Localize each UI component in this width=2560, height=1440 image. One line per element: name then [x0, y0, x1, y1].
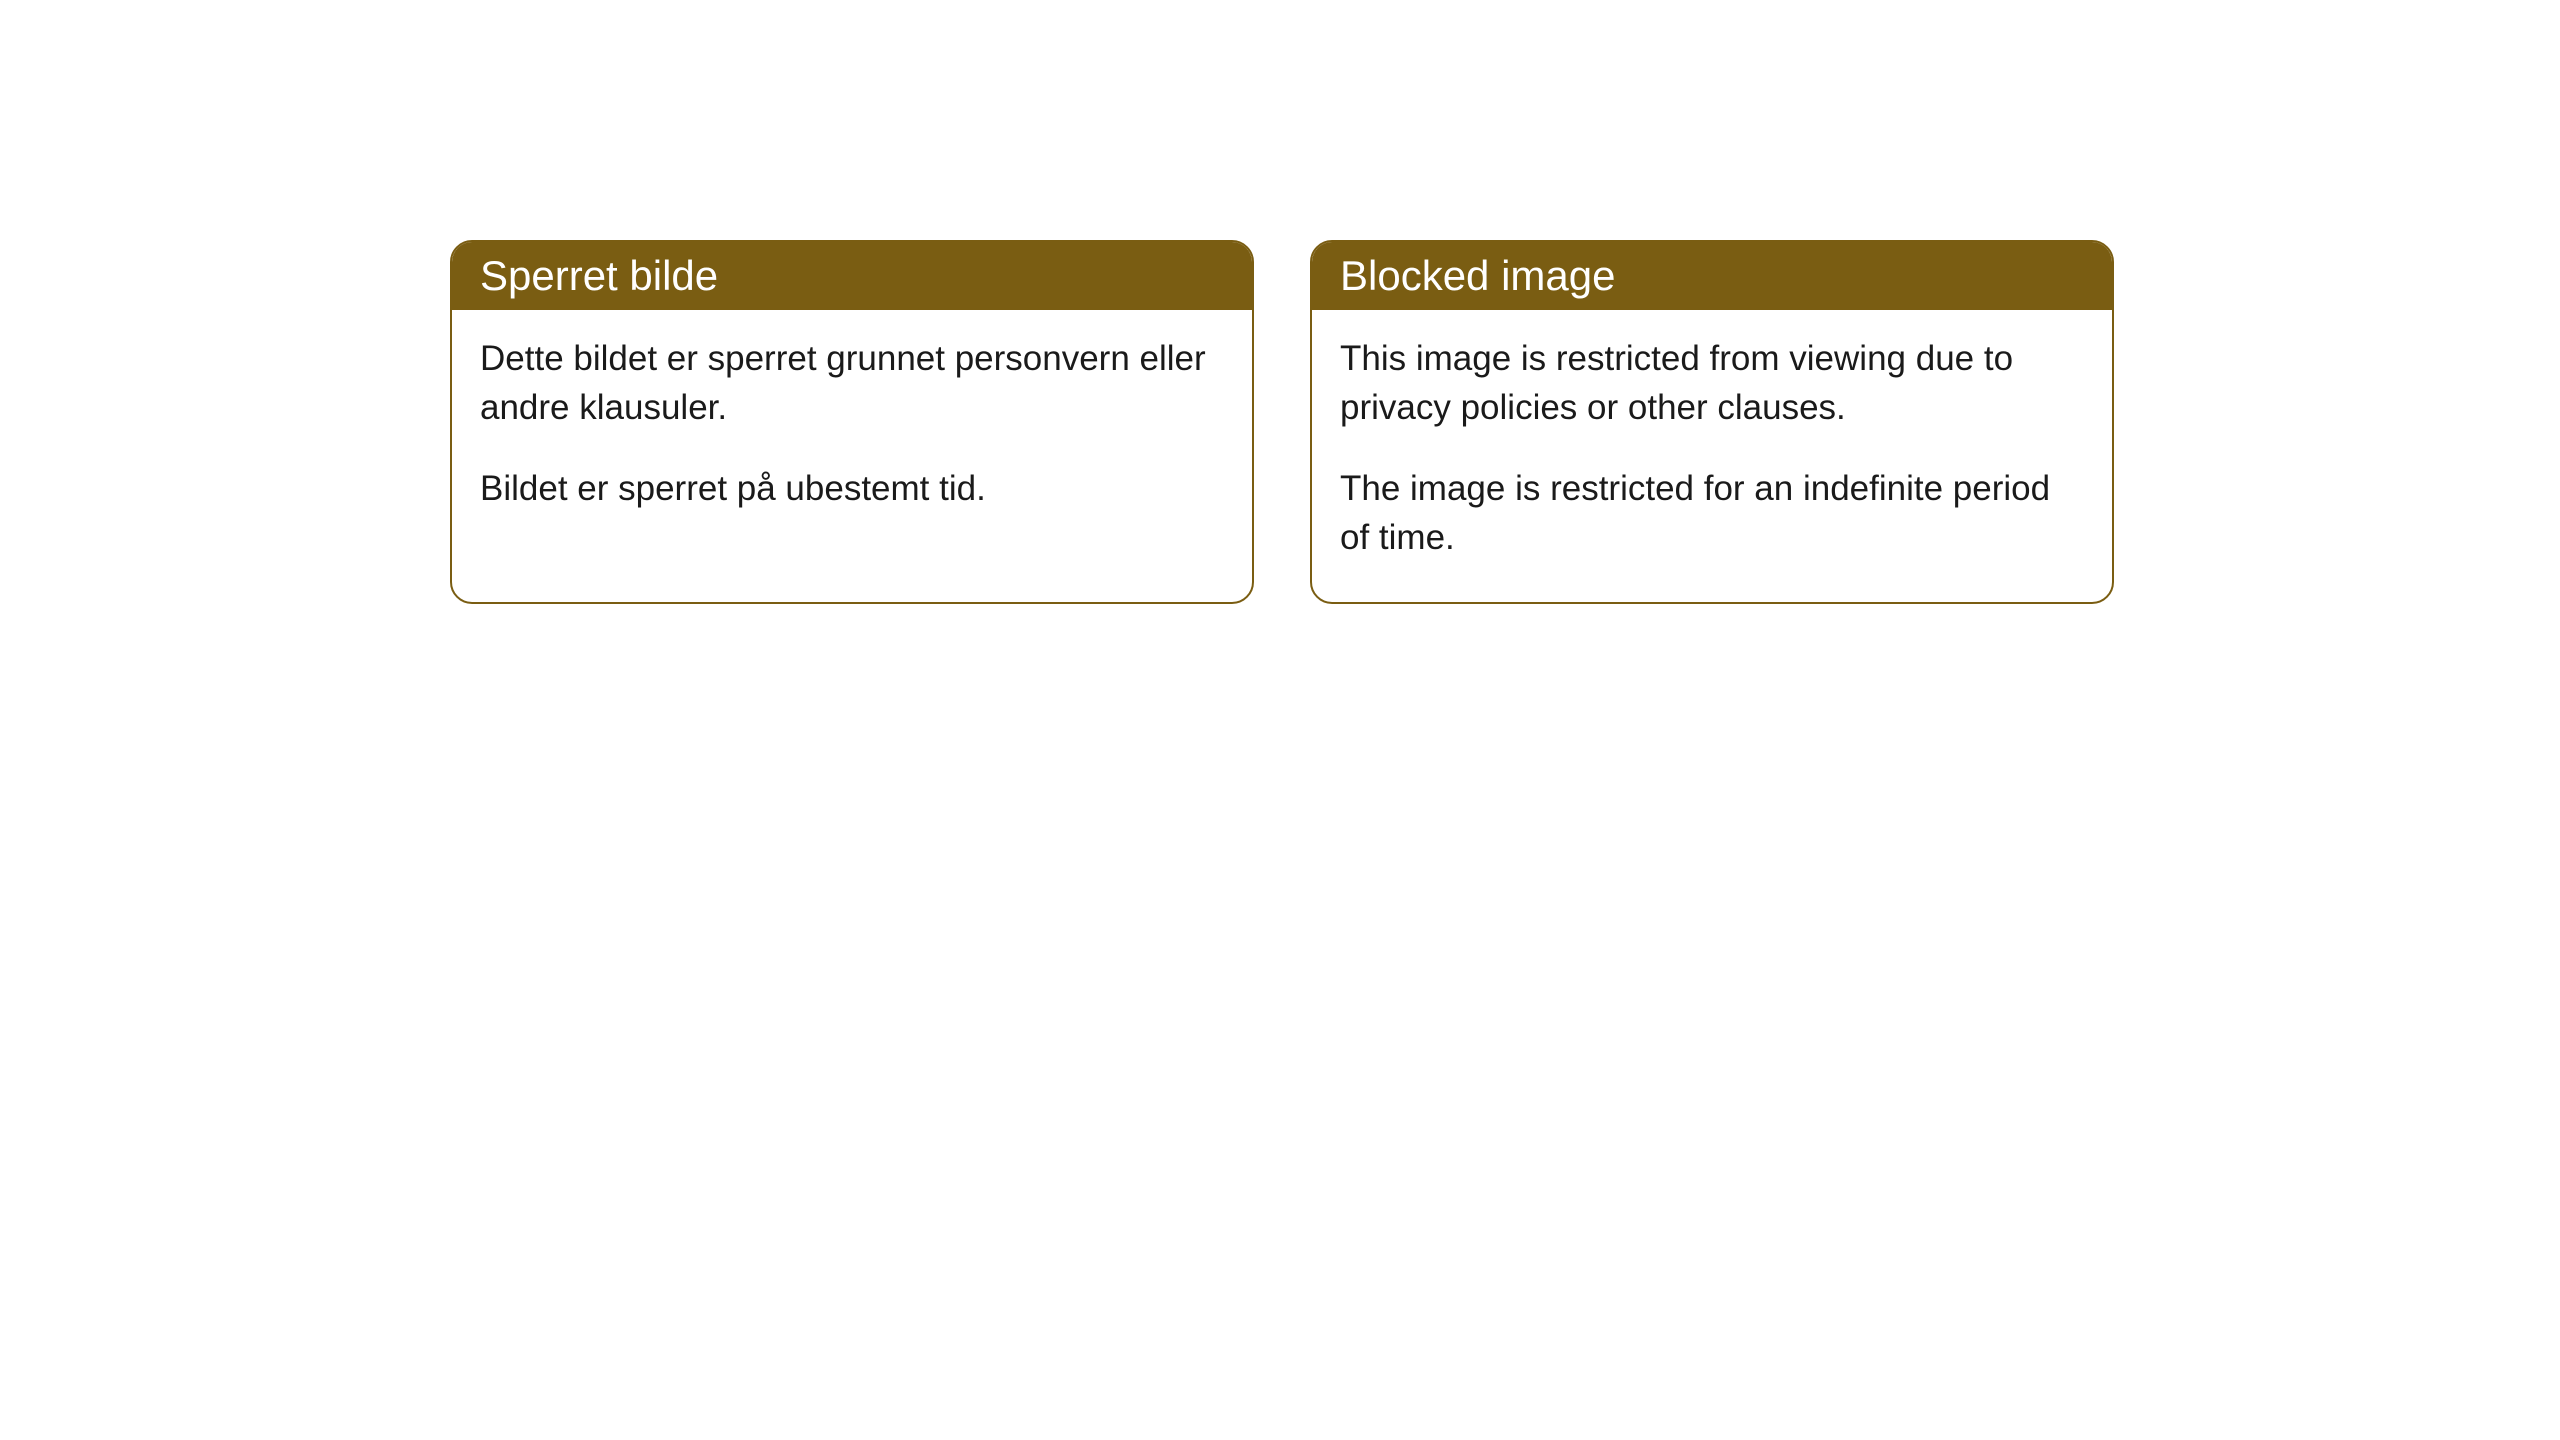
notice-container: Sperret bilde Dette bildet er sperret gr…	[450, 240, 2114, 604]
card-paragraph-1: Dette bildet er sperret grunnet personve…	[480, 334, 1224, 432]
notice-card-english: Blocked image This image is restricted f…	[1310, 240, 2114, 604]
card-paragraph-1: This image is restricted from viewing du…	[1340, 334, 2084, 432]
card-body-english: This image is restricted from viewing du…	[1312, 310, 2112, 602]
card-header-english: Blocked image	[1312, 242, 2112, 310]
card-body-norwegian: Dette bildet er sperret grunnet personve…	[452, 310, 1252, 553]
card-title: Sperret bilde	[480, 252, 718, 299]
notice-card-norwegian: Sperret bilde Dette bildet er sperret gr…	[450, 240, 1254, 604]
card-paragraph-2: The image is restricted for an indefinit…	[1340, 464, 2084, 562]
card-paragraph-2: Bildet er sperret på ubestemt tid.	[480, 464, 1224, 513]
card-title: Blocked image	[1340, 252, 1615, 299]
card-header-norwegian: Sperret bilde	[452, 242, 1252, 310]
